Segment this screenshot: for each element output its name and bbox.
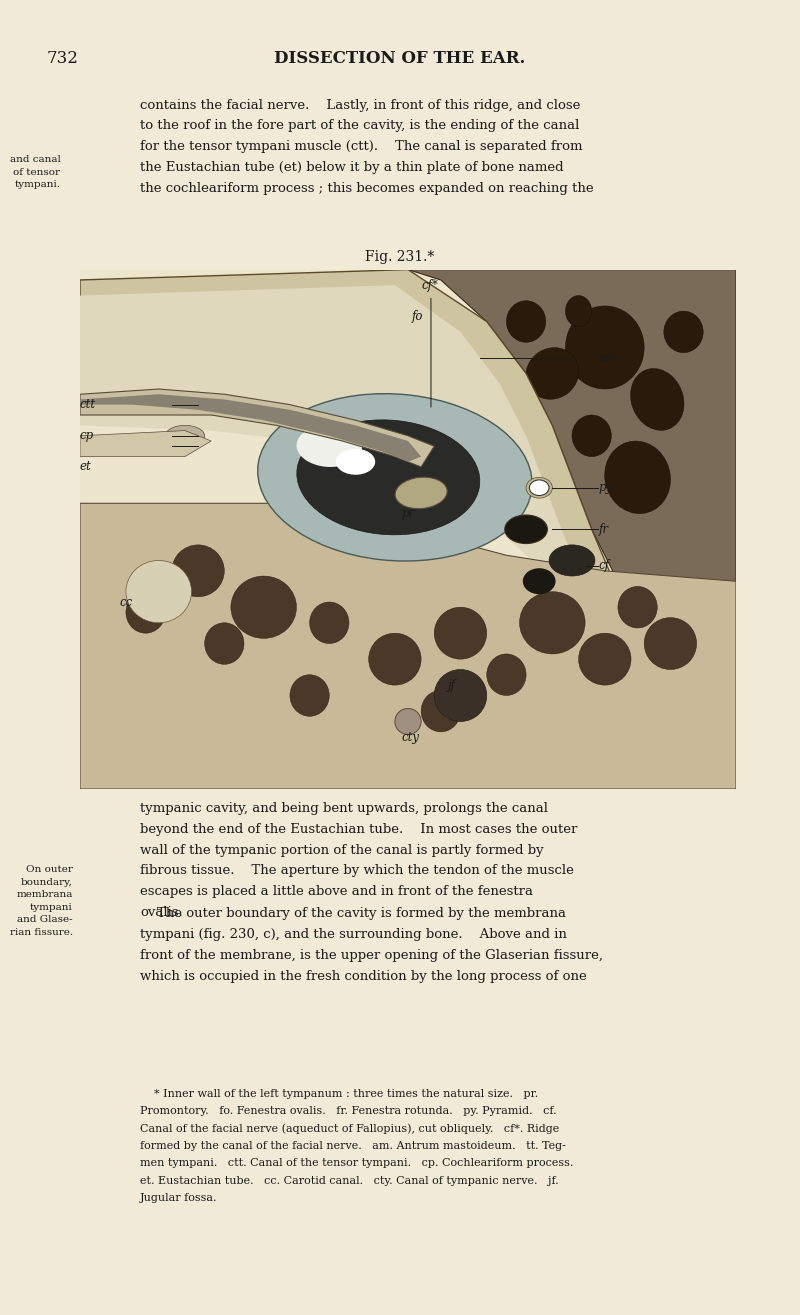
Ellipse shape [486,654,526,696]
Ellipse shape [434,608,486,659]
Ellipse shape [310,602,349,643]
Text: cf: cf [598,559,610,572]
Ellipse shape [523,568,555,594]
Text: for the tensor tympani muscle (ctt).    The canal is separated from: for the tensor tympani muscle (ctt). The… [140,141,582,153]
Ellipse shape [566,306,644,389]
Text: men tympani.   ctt. Canal of the tensor tympani.   cp. Cochleariform process.: men tympani. ctt. Canal of the tensor ty… [140,1159,574,1168]
Polygon shape [80,504,736,789]
Text: Fig. 231.*: Fig. 231.* [366,250,434,264]
Ellipse shape [572,416,611,456]
Text: DISSECTION OF THE EAR.: DISSECTION OF THE EAR. [274,50,526,67]
Ellipse shape [505,515,547,543]
Ellipse shape [297,425,362,467]
Polygon shape [80,389,434,467]
Ellipse shape [297,419,480,535]
Text: and canal
of tensor
tympani.: and canal of tensor tympani. [10,155,61,189]
Text: et. Eustachian tube.   cc. Carotid canal.   cty. Canal of tympanic nerve.   jf.: et. Eustachian tube. cc. Carotid canal. … [140,1176,558,1186]
Text: jf: jf [447,679,455,692]
Text: * Inner wall of the left tympanum : three times the natural size.   pr.: * Inner wall of the left tympanum : thre… [140,1089,538,1099]
Ellipse shape [664,312,703,352]
Text: the cochleariform process ; this becomes expanded on reaching the: the cochleariform process ; this becomes… [140,181,594,195]
Ellipse shape [126,592,166,634]
Text: py: py [598,481,612,494]
Ellipse shape [336,448,375,475]
Text: which is occupied in the fresh condition by the long process of one: which is occupied in the fresh condition… [140,969,586,982]
Text: cc: cc [119,596,133,609]
Polygon shape [80,430,211,456]
Ellipse shape [519,592,585,654]
Text: cf*: cf* [421,279,438,292]
Ellipse shape [126,560,191,623]
Ellipse shape [506,301,546,342]
Text: fr: fr [598,523,608,535]
Text: to the roof in the fore part of the cavity, is the ending of the canal: to the roof in the fore part of the cavi… [140,120,579,133]
Text: Promontory.   fo. Fenestra ovalis.   fr. Fenestra rotunda.   py. Pyramid.   cf.: Promontory. fo. Fenestra ovalis. fr. Fen… [140,1106,557,1116]
Text: escapes is placed a little above and in front of the fenestra: escapes is placed a little above and in … [140,885,533,898]
Text: the Eustachian tube (et) below it by a thin plate of bone named: the Eustachian tube (et) below it by a t… [140,160,564,174]
Ellipse shape [395,477,447,509]
Ellipse shape [166,426,205,446]
Ellipse shape [644,618,697,669]
Text: fibrous tissue.    The aperture by which the tendon of the muscle: fibrous tissue. The aperture by which th… [140,864,574,877]
Text: fo: fo [411,310,422,322]
Ellipse shape [549,544,595,576]
Circle shape [530,480,549,496]
Text: pr: pr [402,508,414,521]
Text: tympani (fig. 230, c), and the surrounding bone.    Above and in: tympani (fig. 230, c), and the surroundi… [140,928,567,942]
Text: On outer
boundary,
membrana
tympani
and Glase-
rian fissure.: On outer boundary, membrana tympani and … [10,865,73,936]
Ellipse shape [434,669,486,722]
Polygon shape [80,394,421,462]
Ellipse shape [172,544,224,597]
Text: am: am [598,351,616,364]
Text: front of the membrane, is the upper opening of the Glaserian fissure,: front of the membrane, is the upper open… [140,949,603,961]
Ellipse shape [618,586,658,629]
Ellipse shape [526,477,552,498]
Text: The outer boundary of the cavity is formed by the membrana: The outer boundary of the cavity is form… [140,907,566,920]
Ellipse shape [290,675,330,717]
Text: cty: cty [402,731,419,743]
Polygon shape [80,270,736,789]
Ellipse shape [231,576,297,638]
Polygon shape [80,270,618,608]
Ellipse shape [369,633,421,685]
Ellipse shape [421,690,461,732]
Text: contains the facial nerve.    Lastly, in front of this ridge, and close: contains the facial nerve. Lastly, in fr… [140,99,580,112]
Ellipse shape [566,296,592,326]
Ellipse shape [605,441,670,514]
Text: cp: cp [80,429,94,442]
Polygon shape [80,285,585,592]
Text: formed by the canal of the facial nerve.   am. Antrum mastoideum.   tt. Teg-: formed by the canal of the facial nerve.… [140,1141,566,1151]
Text: Jugular fossa.: Jugular fossa. [140,1193,218,1203]
Ellipse shape [630,368,684,430]
Ellipse shape [526,347,578,400]
Text: 732: 732 [46,50,78,67]
Text: ovalis.: ovalis. [140,906,182,919]
Text: wall of the tympanic portion of the canal is partly formed by: wall of the tympanic portion of the cana… [140,844,544,856]
Ellipse shape [395,709,421,735]
Text: Canal of the facial nerve (aqueduct of Fallopius), cut obliquely.   cf*. Ridge: Canal of the facial nerve (aqueduct of F… [140,1123,559,1134]
Ellipse shape [578,633,631,685]
Polygon shape [408,270,736,685]
Ellipse shape [205,623,244,664]
Text: ctt: ctt [80,398,96,412]
Text: tympanic cavity, and being bent upwards, prolongs the canal: tympanic cavity, and being bent upwards,… [140,802,548,815]
Ellipse shape [258,393,532,562]
Text: et: et [80,460,92,473]
Text: beyond the end of the Eustachian tube.    In most cases the outer: beyond the end of the Eustachian tube. I… [140,823,578,836]
